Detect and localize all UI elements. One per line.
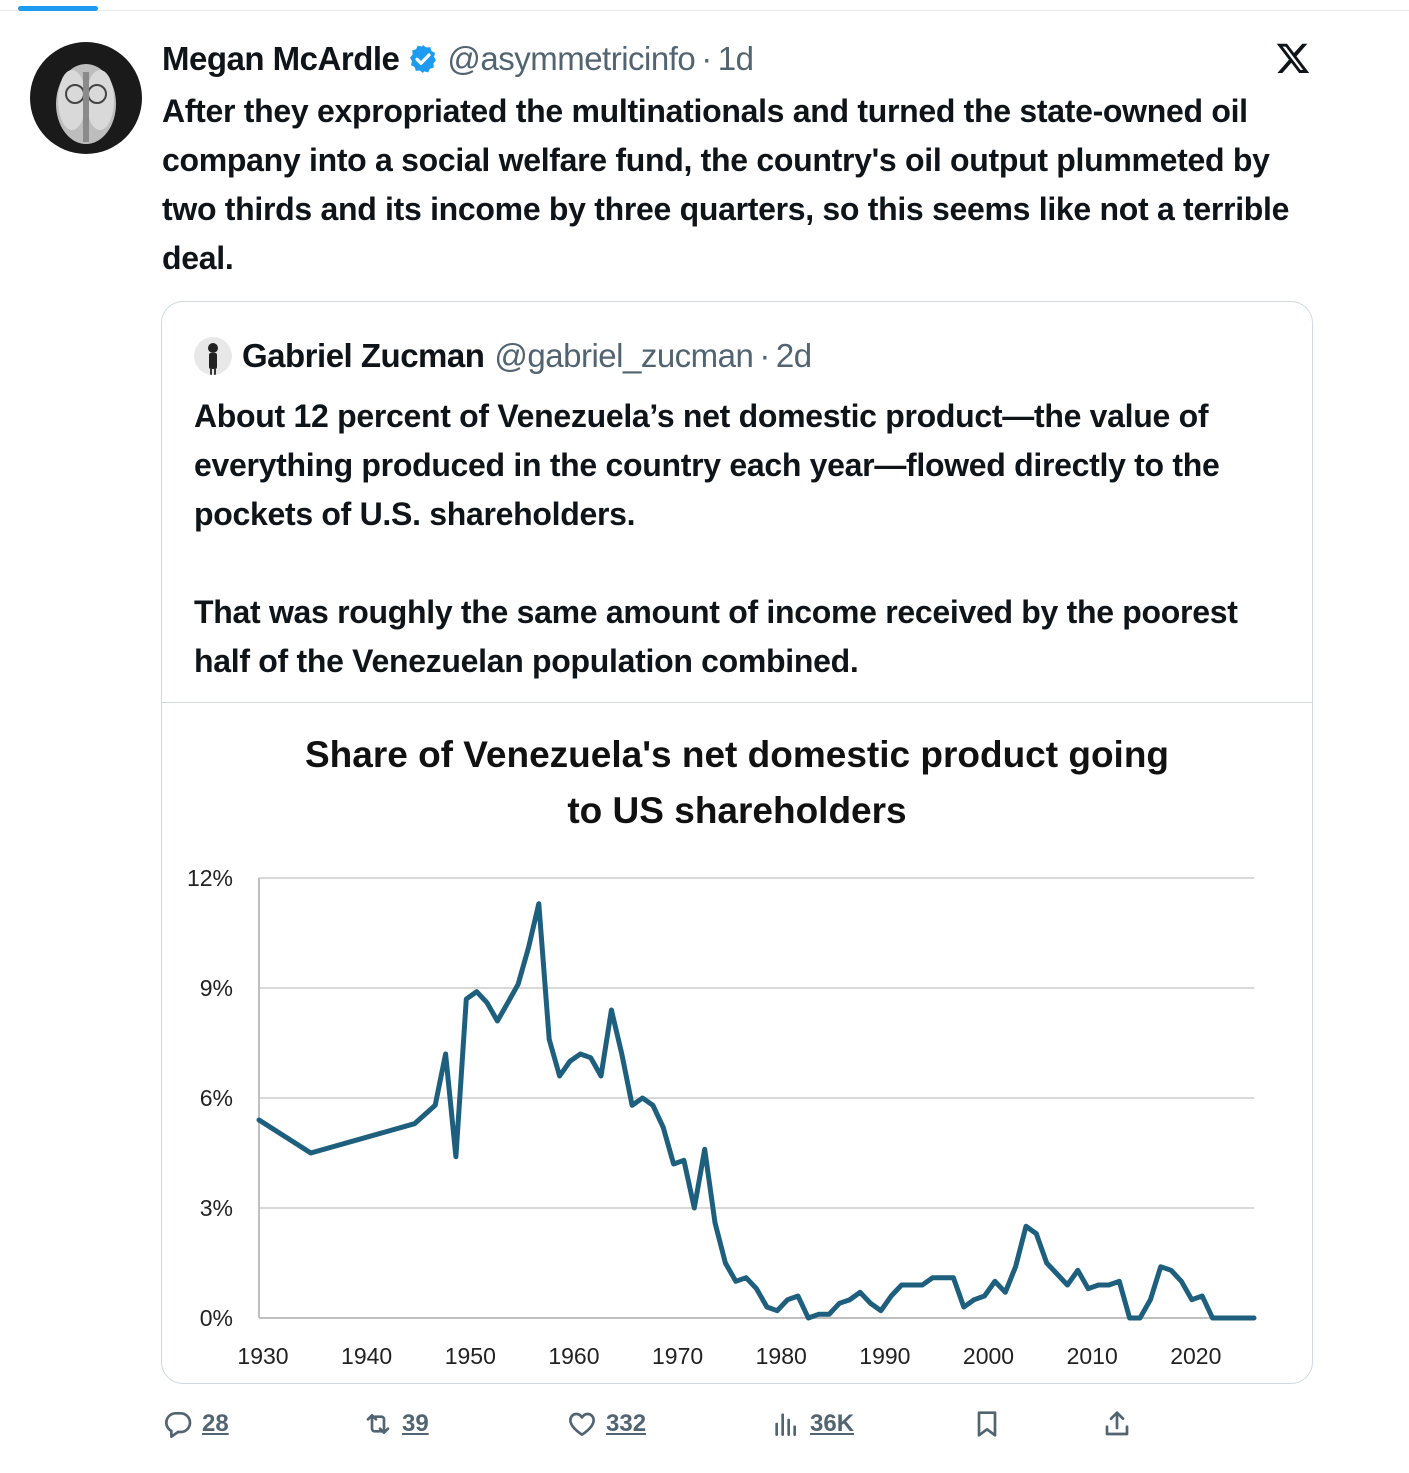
like-button[interactable]: 332 [566,1402,646,1446]
quoted-author-name[interactable]: Gabriel Zucman [242,337,485,374]
quoted-tweet[interactable]: Gabriel Zucman @gabriel_zucman · 2d Abou… [161,301,1313,1384]
x-tick-label: 2000 [963,1343,1014,1369]
x-tick-label: 2010 [1067,1343,1118,1369]
x-tick-label: 1940 [341,1343,392,1369]
bookmark-icon [977,1411,997,1437]
quoted-timestamp[interactable]: 2d [775,337,812,374]
avatar[interactable] [30,42,142,154]
series-line [256,901,1257,1321]
reply-button[interactable]: 28 [162,1402,229,1446]
tweet-text: After they expropriated the multinationa… [162,93,1290,276]
bookmark-button[interactable] [971,1402,1003,1446]
x-tick-label: 1980 [756,1343,807,1369]
share-button[interactable] [1101,1402,1133,1446]
timestamp[interactable]: 1d [717,40,754,77]
active-tab-indicator [18,6,98,11]
author-handle[interactable]: @asymmetricinfo [447,40,696,77]
views-button[interactable]: 36K [770,1402,854,1446]
y-tick-label: 9% [200,975,233,1001]
analytics-icon [775,1413,796,1436]
y-tick-label: 12% [187,865,233,891]
x-tick-label: 1950 [445,1343,496,1369]
x-tick-label: 2020 [1170,1343,1221,1369]
media-divider [162,702,1312,703]
chart-title-line-1: Share of Venezuela's net domestic produc… [305,734,1169,775]
action-bar: 28 39 332 36K [0,1402,1409,1446]
heart-icon [569,1412,595,1436]
quoted-paragraph: That was roughly the same amount of inco… [194,594,1238,679]
quoted-paragraph: About 12 percent of Venezuela’s net dome… [194,398,1220,532]
x-tick-label: 1960 [548,1343,599,1369]
chart-title-line-2: to US shareholders [567,790,906,831]
share-icon [1105,1411,1129,1436]
author-name[interactable]: Megan McArdle [162,40,400,77]
top-divider [0,10,1409,11]
quoted-tweet-header: Gabriel Zucman @gabriel_zucman · 2d [194,334,812,378]
tweet-header: Megan McArdle @asymmetricinfo · 1d [162,36,754,82]
x-tick-label: 1990 [859,1343,910,1369]
quoted-avatar[interactable] [194,337,232,375]
like-count[interactable]: 332 [606,1410,647,1437]
y-tick-label: 3% [200,1195,233,1221]
view-count[interactable]: 36K [810,1410,855,1437]
x-tick-label: 1970 [652,1343,703,1369]
separator: · [701,40,712,77]
y-tick-label: 0% [200,1305,233,1331]
line-chart[interactable]: Share of Venezuela's net domestic produc… [162,703,1312,1383]
quoted-tweet-text: About 12 percent of Venezuela’s net dome… [194,392,1274,686]
x-logo-icon[interactable] [1275,40,1311,76]
repost-count[interactable]: 39 [402,1410,429,1437]
verified-badge-icon [410,45,437,73]
y-tick-label: 6% [200,1085,233,1111]
repost-button[interactable]: 39 [362,1402,429,1446]
x-tick-label: 1930 [237,1343,288,1369]
reply-icon [165,1412,192,1438]
reply-count[interactable]: 28 [202,1410,229,1437]
repost-icon [366,1414,390,1434]
quoted-author-handle[interactable]: @gabriel_zucman [494,337,754,374]
separator: · [759,337,770,374]
